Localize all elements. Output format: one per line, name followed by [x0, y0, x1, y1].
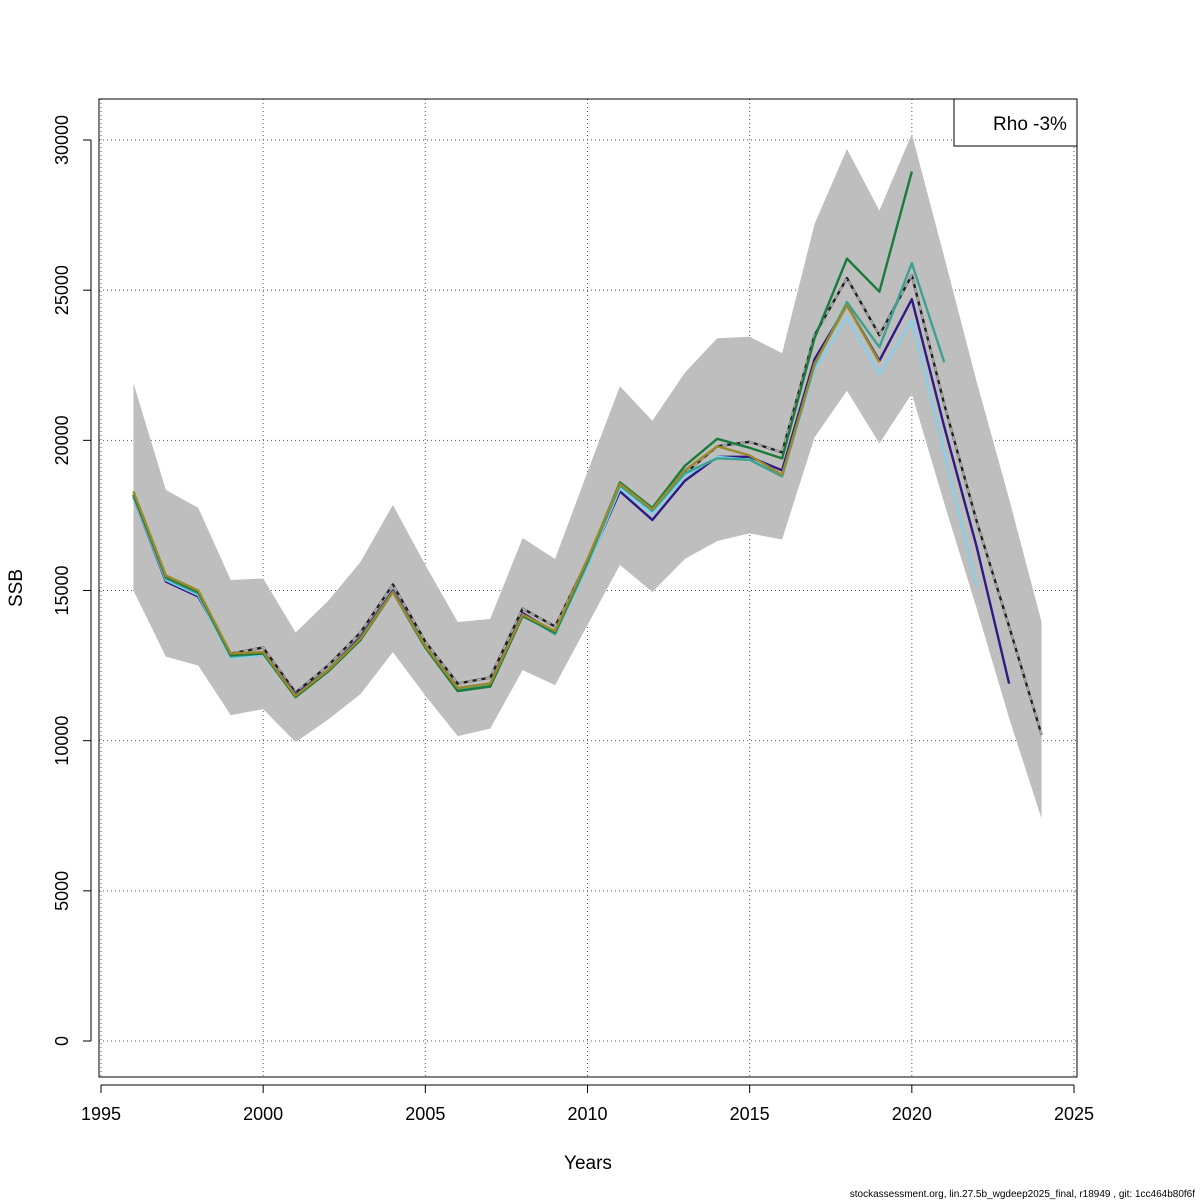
x-tick-label: 2025: [1054, 1104, 1094, 1124]
x-tick-label: 2010: [567, 1104, 607, 1124]
x-axis: 1995 2000 2005 2010 2015 2020 2025: [81, 1084, 1094, 1124]
x-tick-label: 2005: [405, 1104, 445, 1124]
series-layer: [132, 171, 1043, 736]
confidence-band-layer: [133, 133, 1042, 819]
y-tick-label: 25000: [52, 265, 72, 315]
x-tick-label: 2020: [892, 1104, 932, 1124]
y-tick-label: 5000: [52, 871, 72, 911]
series-line-7: [132, 303, 881, 697]
x-tick-label: 2000: [243, 1104, 283, 1124]
plot-frame: [98, 98, 1078, 1078]
y-tick-label: 0: [52, 1036, 72, 1046]
x-tick-label: 2015: [730, 1104, 770, 1124]
legend-rho-label: Rho -3%: [993, 114, 1067, 135]
y-tick-label: 20000: [52, 415, 72, 465]
y-tick-label: 15000: [52, 565, 72, 615]
legend: Rho -3%: [953, 98, 1078, 147]
x-axis-title: Years: [564, 1153, 612, 1174]
x-tick-label: 1995: [81, 1104, 121, 1124]
legend-box: [953, 98, 1078, 147]
y-axis: 0 5000 10000 15000 20000 25000 30000: [52, 115, 92, 1046]
y-tick-label: 10000: [52, 716, 72, 766]
confidence-band: [133, 133, 1042, 819]
footer-caption: stockassessment.org, lin.27.5b_wgdeep202…: [850, 1189, 1195, 1200]
y-axis-title: SSB: [6, 569, 27, 607]
y-tick-label: 30000: [52, 115, 72, 165]
